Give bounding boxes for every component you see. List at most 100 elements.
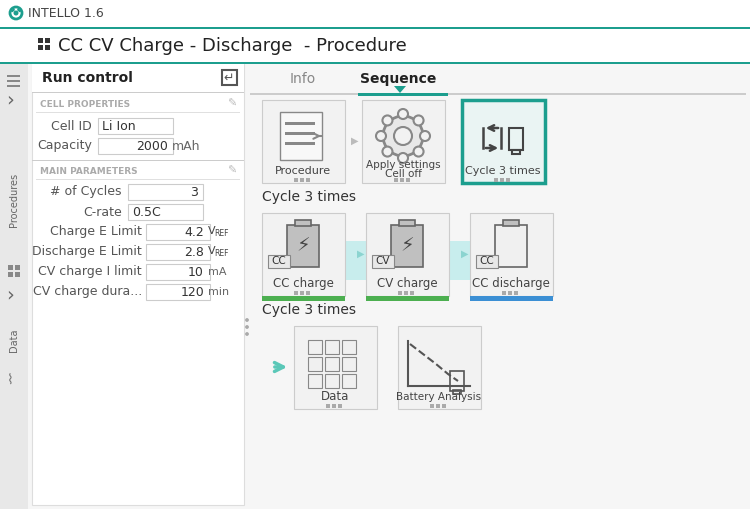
- Bar: [8, 272, 13, 277]
- Bar: [325, 357, 339, 371]
- Text: CC charge: CC charge: [272, 277, 334, 291]
- Text: Discharge E Limit: Discharge E Limit: [32, 245, 142, 259]
- Bar: [366, 213, 449, 296]
- Bar: [146, 224, 210, 240]
- Bar: [512, 150, 520, 154]
- Text: Cell ID: Cell ID: [51, 120, 92, 132]
- Bar: [358, 93, 448, 96]
- Bar: [295, 220, 311, 226]
- Bar: [146, 284, 210, 300]
- Bar: [128, 184, 203, 200]
- Bar: [268, 255, 290, 268]
- Bar: [8, 265, 13, 270]
- Bar: [394, 178, 398, 182]
- Bar: [449, 241, 470, 280]
- Text: CC CV Charge - Discharge  - Procedure: CC CV Charge - Discharge - Procedure: [58, 37, 406, 55]
- Bar: [15, 272, 20, 277]
- Text: INTELLO 1.6: INTELLO 1.6: [28, 7, 104, 19]
- Text: Cycle 3 times: Cycle 3 times: [262, 190, 356, 204]
- Bar: [285, 122, 315, 125]
- Text: Li Ion: Li Ion: [102, 120, 136, 132]
- Circle shape: [382, 147, 392, 157]
- Text: CELL PROPERTIES: CELL PROPERTIES: [40, 99, 130, 108]
- Bar: [398, 291, 402, 295]
- Text: 120: 120: [180, 286, 204, 298]
- Bar: [470, 296, 553, 301]
- Bar: [508, 291, 512, 295]
- Bar: [514, 291, 518, 295]
- Text: ⚡: ⚡: [296, 237, 310, 256]
- Text: CC: CC: [272, 256, 286, 266]
- Bar: [342, 357, 356, 371]
- Text: ▶: ▶: [461, 249, 469, 259]
- Bar: [430, 404, 434, 408]
- Bar: [32, 92, 244, 93]
- Text: ▶: ▶: [351, 136, 358, 146]
- Text: Data: Data: [321, 390, 350, 404]
- Bar: [250, 93, 746, 95]
- Bar: [453, 390, 461, 394]
- Text: ⌇: ⌇: [7, 373, 13, 387]
- Bar: [128, 204, 203, 220]
- Text: 2.8: 2.8: [184, 245, 204, 259]
- Bar: [506, 178, 510, 182]
- Bar: [494, 178, 498, 182]
- Text: CC: CC: [480, 256, 494, 266]
- Bar: [366, 296, 449, 301]
- Bar: [300, 178, 304, 182]
- Text: mAh: mAh: [172, 139, 200, 153]
- Text: CV charge: CV charge: [376, 277, 437, 291]
- Bar: [326, 404, 330, 408]
- Circle shape: [13, 11, 19, 15]
- Text: 10: 10: [188, 266, 204, 278]
- Text: CV: CV: [376, 256, 390, 266]
- Text: Apply settings: Apply settings: [366, 160, 440, 170]
- Text: C-rate: C-rate: [83, 206, 122, 218]
- Bar: [280, 112, 322, 160]
- Bar: [345, 241, 366, 280]
- Bar: [7, 75, 20, 77]
- Text: Procedure: Procedure: [275, 166, 331, 176]
- Text: min: min: [208, 287, 230, 297]
- Bar: [470, 213, 553, 296]
- Bar: [0, 0, 750, 28]
- Bar: [285, 142, 315, 145]
- Circle shape: [420, 131, 430, 141]
- Text: V: V: [208, 246, 216, 256]
- Circle shape: [245, 319, 248, 322]
- Bar: [287, 225, 319, 267]
- Bar: [0, 62, 750, 64]
- Polygon shape: [394, 86, 406, 93]
- Bar: [294, 291, 298, 295]
- Bar: [308, 357, 322, 371]
- Bar: [250, 64, 746, 94]
- Circle shape: [413, 116, 424, 125]
- Text: CC discharge: CC discharge: [472, 277, 550, 291]
- Text: ↵: ↵: [224, 71, 234, 84]
- Text: # of Cycles: # of Cycles: [50, 185, 122, 199]
- Text: REF: REF: [214, 230, 229, 239]
- Text: Procedures: Procedures: [9, 173, 19, 227]
- Bar: [250, 64, 746, 505]
- Circle shape: [382, 116, 392, 125]
- Bar: [0, 63, 28, 509]
- Bar: [502, 291, 506, 295]
- Bar: [308, 340, 322, 354]
- Bar: [450, 371, 464, 391]
- Text: ›: ›: [6, 286, 14, 304]
- Text: MAIN PARAMETERS: MAIN PARAMETERS: [40, 166, 138, 176]
- Bar: [32, 64, 244, 92]
- Bar: [32, 160, 244, 161]
- Bar: [7, 85, 20, 87]
- Bar: [325, 374, 339, 388]
- Bar: [500, 178, 504, 182]
- Bar: [262, 100, 345, 183]
- Text: Cycle 3 times: Cycle 3 times: [465, 166, 541, 176]
- Bar: [32, 64, 244, 505]
- Bar: [325, 340, 339, 354]
- Bar: [306, 291, 310, 295]
- Bar: [362, 100, 445, 183]
- Bar: [98, 118, 173, 134]
- Bar: [300, 291, 304, 295]
- Bar: [0, 29, 750, 63]
